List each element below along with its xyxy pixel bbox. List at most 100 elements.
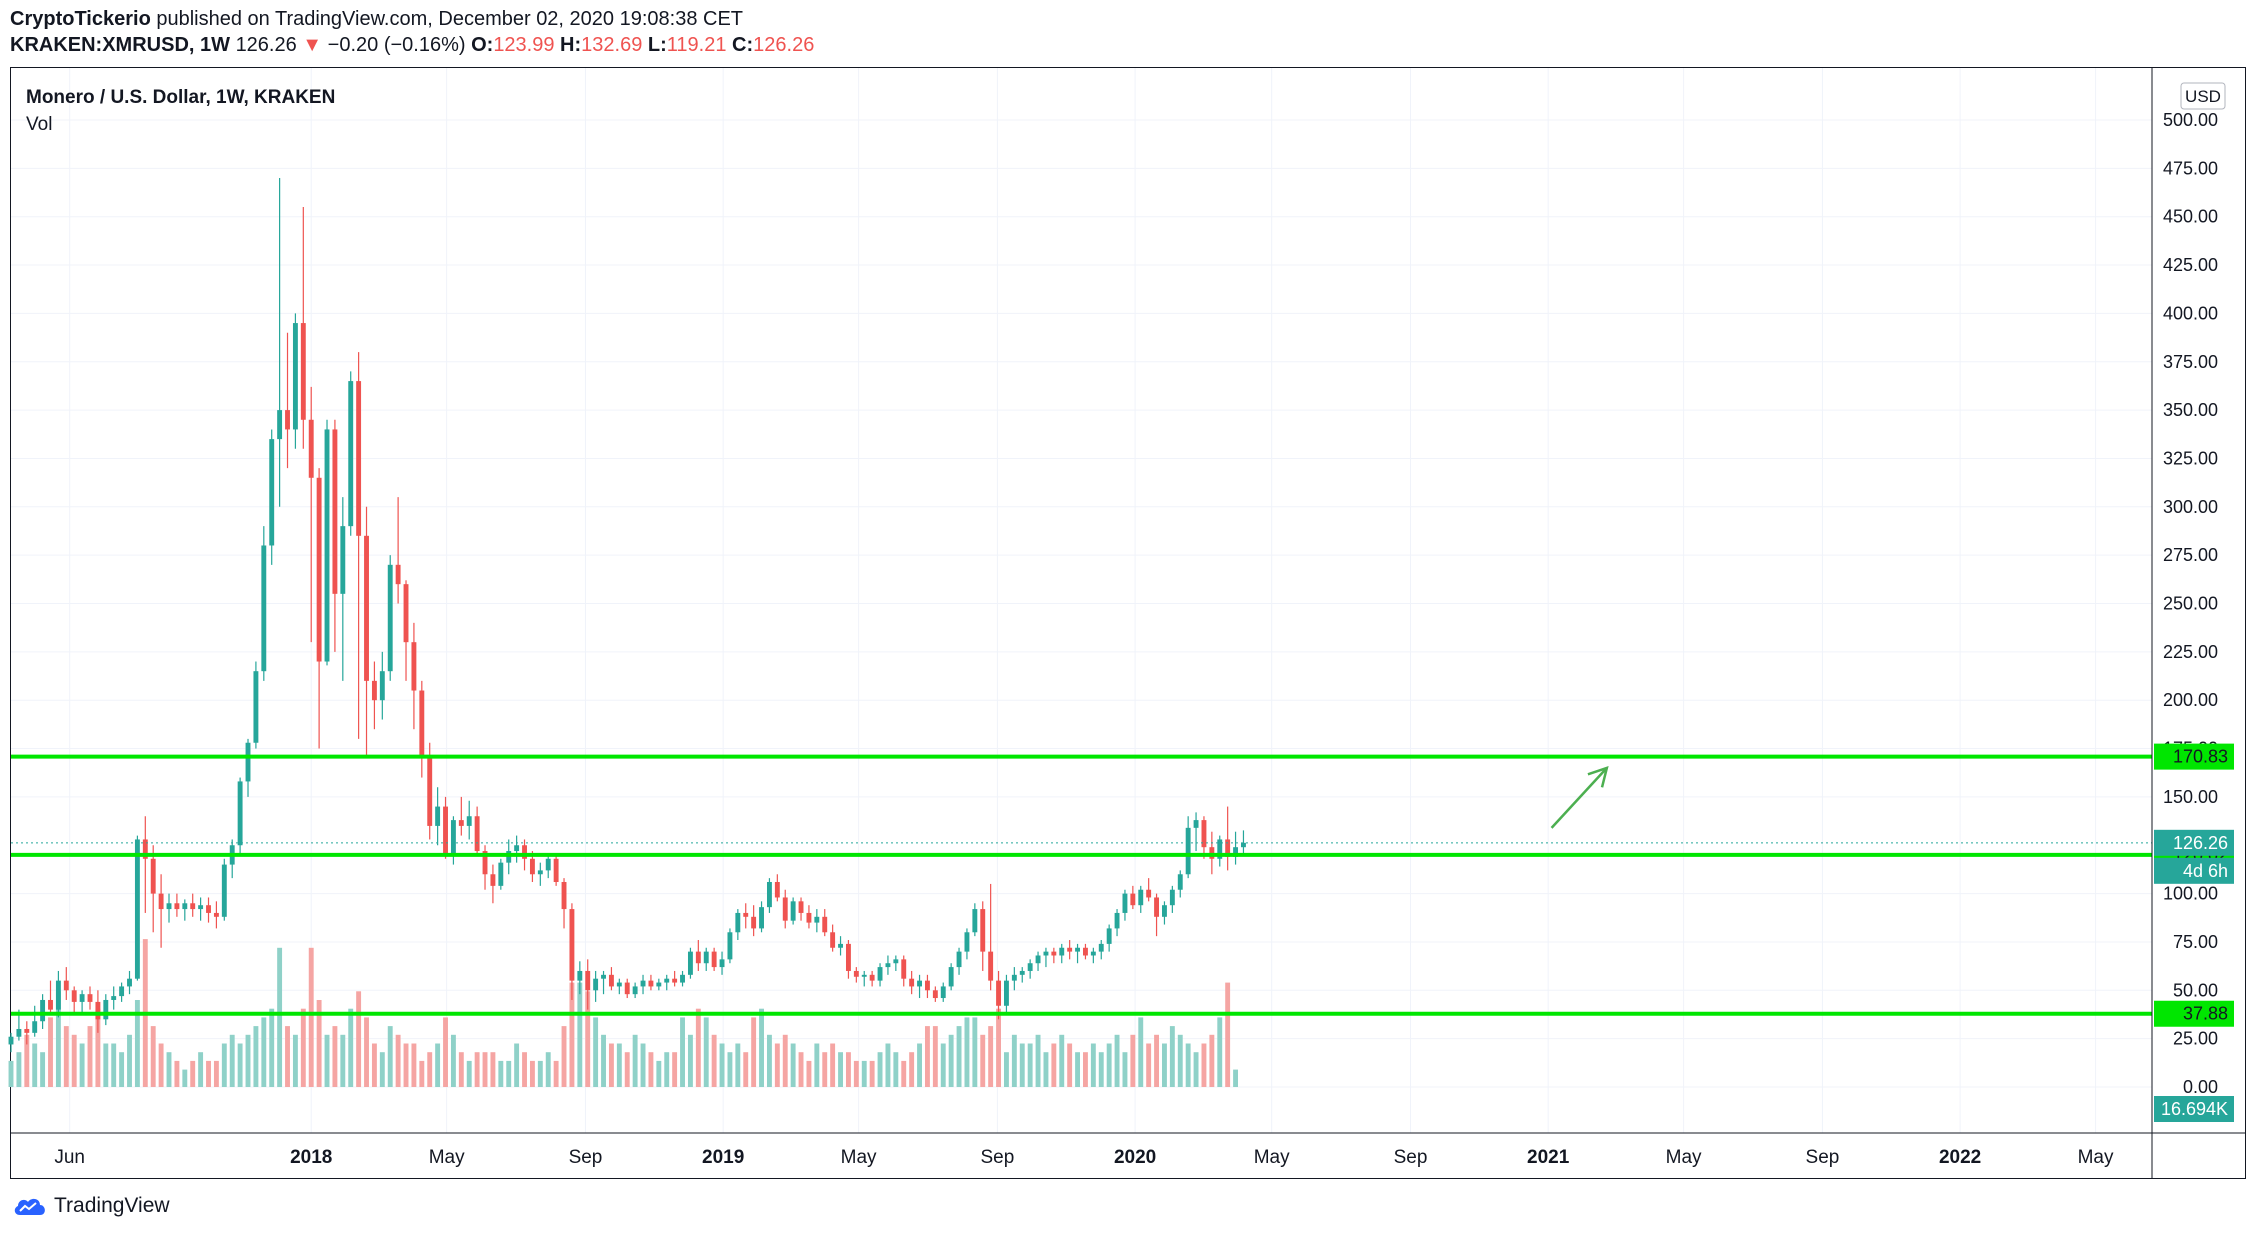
candle-body	[8, 1036, 14, 1045]
volume-bar	[561, 1026, 567, 1087]
candle-body	[830, 932, 836, 948]
candle-body	[664, 978, 670, 983]
volume-bar	[719, 1043, 725, 1087]
candle-body	[498, 862, 504, 886]
candle	[687, 947, 693, 979]
candle-body	[948, 967, 954, 987]
candle	[356, 352, 362, 739]
time-tick-label: 2021	[1527, 1147, 1570, 1168]
candle	[498, 858, 504, 890]
volume-bar	[838, 1052, 843, 1087]
volume-bar	[917, 1043, 922, 1087]
volume-bar	[687, 1034, 693, 1087]
candle-body	[87, 994, 93, 1002]
publish-info: published on TradingView.com, December 0…	[156, 8, 744, 30]
candle-body	[861, 974, 867, 977]
candle	[593, 970, 599, 1002]
time-axis[interactable]: Jun 2018 May Sep 2019 May Sep 2020 May Sep 2021 May…	[11, 1132, 2245, 1168]
candle-body	[1169, 889, 1175, 906]
candle	[561, 878, 567, 929]
price-tick-label: 375.00	[2163, 352, 2218, 372]
candle-body	[759, 907, 764, 929]
volume-bar	[1177, 1034, 1183, 1087]
volume-bar	[869, 1060, 875, 1087]
candle	[174, 893, 180, 917]
price-tick-label: 325.00	[2163, 448, 2218, 468]
grid-lines	[11, 68, 2152, 1133]
candle-body	[1146, 889, 1152, 898]
candle	[956, 947, 962, 975]
volume-bar	[450, 1034, 456, 1087]
candle-body	[340, 526, 346, 594]
candle-body	[956, 951, 962, 968]
candle-body	[806, 912, 812, 923]
time-tick-label: Sep	[1806, 1147, 1840, 1168]
candle	[1035, 951, 1041, 971]
volume-bar	[624, 1052, 630, 1087]
volume-bar	[632, 1034, 638, 1087]
volume-bar	[924, 1026, 930, 1087]
time-tick-label: Jun	[54, 1147, 85, 1168]
volume-bar	[285, 1026, 290, 1087]
volume-bar	[190, 1060, 196, 1087]
volume-bar	[616, 1043, 622, 1087]
annotations	[1550, 765, 1609, 829]
price-axis[interactable]: USD0.0025.0050.0075.00100.00150.00175.00…	[2151, 68, 2245, 1179]
candle-body	[1051, 951, 1057, 956]
volume-bar	[395, 1034, 401, 1087]
candle-body	[364, 535, 369, 681]
candle	[435, 787, 441, 846]
candle-body	[213, 912, 219, 917]
tradingview-logo[interactable]: TradingView	[12, 1194, 170, 1218]
volume-bar	[553, 1060, 559, 1087]
time-tick-label: Sep	[981, 1147, 1015, 1168]
candle	[395, 497, 401, 604]
volume-bar	[55, 991, 61, 1087]
candle	[419, 680, 425, 778]
candle-body	[924, 980, 930, 991]
volume-bar	[1067, 1043, 1073, 1087]
volume-bar	[134, 1000, 140, 1087]
candle-body	[79, 994, 85, 1002]
candle-body	[940, 986, 946, 999]
candle	[806, 905, 812, 929]
volume-bar	[1075, 1052, 1080, 1087]
candle	[324, 419, 330, 666]
candle	[1122, 889, 1128, 921]
candle	[632, 982, 638, 999]
horizontal-levels[interactable]	[11, 754, 2152, 1016]
candle	[996, 970, 1001, 1020]
candle-body	[1090, 951, 1096, 956]
time-tick-label: 2019	[702, 1147, 744, 1168]
candle	[545, 854, 551, 879]
candle	[87, 986, 93, 1010]
candle	[292, 313, 298, 449]
currency-box	[2180, 82, 2226, 110]
volume-bar	[1154, 1034, 1160, 1087]
volume-bar	[48, 1017, 53, 1087]
publisher-name[interactable]: CryptoTickerio	[10, 8, 151, 30]
price-tick-label: 50.00	[2173, 980, 2218, 1000]
candle	[1011, 967, 1017, 991]
down-triangle-icon: ▼	[302, 34, 323, 56]
candle-body	[845, 943, 851, 971]
candle-body	[545, 858, 551, 871]
volume-bar	[95, 1008, 101, 1087]
volume-bar	[443, 1017, 448, 1087]
volume-bar	[577, 982, 583, 1087]
time-tick-label: May	[1666, 1147, 1702, 1168]
candle	[1027, 959, 1033, 979]
price-tick-label: 250.00	[2163, 594, 2218, 614]
high-label: H:	[560, 34, 582, 56]
candle-body	[964, 932, 970, 952]
candle	[450, 816, 456, 865]
volume-bar	[640, 1043, 646, 1087]
volume-bar	[253, 1026, 259, 1087]
candle-body	[1138, 889, 1144, 906]
volume-bar	[1193, 1052, 1199, 1087]
candle-body	[198, 905, 204, 910]
volume-bar	[845, 1052, 851, 1087]
candle-body	[63, 980, 69, 991]
time-tick-label: 2018	[290, 1147, 332, 1168]
